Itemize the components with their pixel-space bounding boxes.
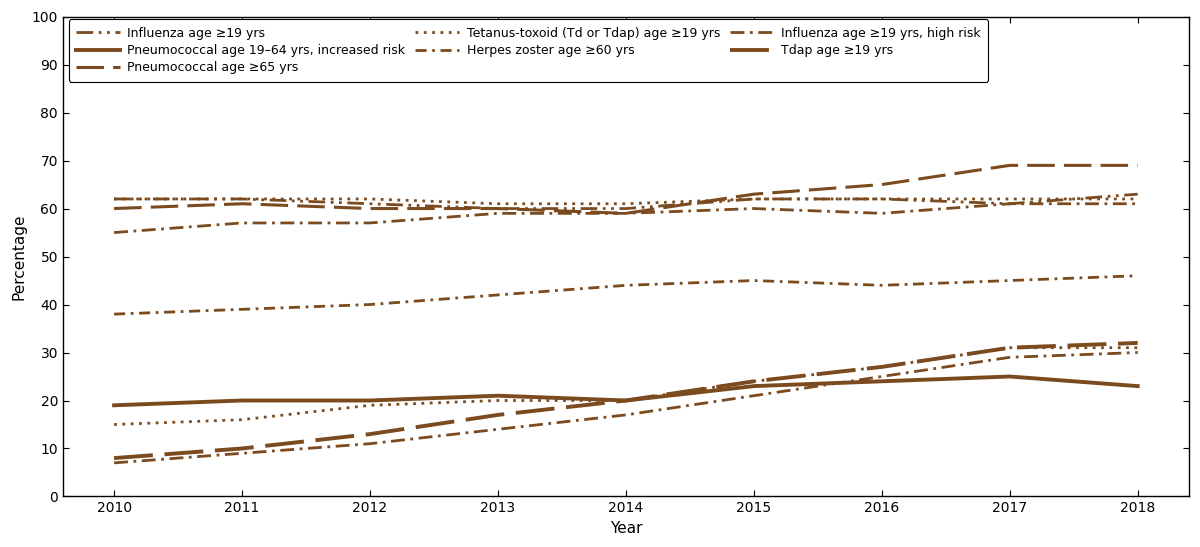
Y-axis label: Percentage: Percentage <box>11 213 26 300</box>
Legend: Influenza age ≥19 yrs, Pneumococcal age 19–64 yrs, increased risk, Pneumococcal : Influenza age ≥19 yrs, Pneumococcal age … <box>68 19 989 82</box>
X-axis label: Year: Year <box>610 521 642 536</box>
